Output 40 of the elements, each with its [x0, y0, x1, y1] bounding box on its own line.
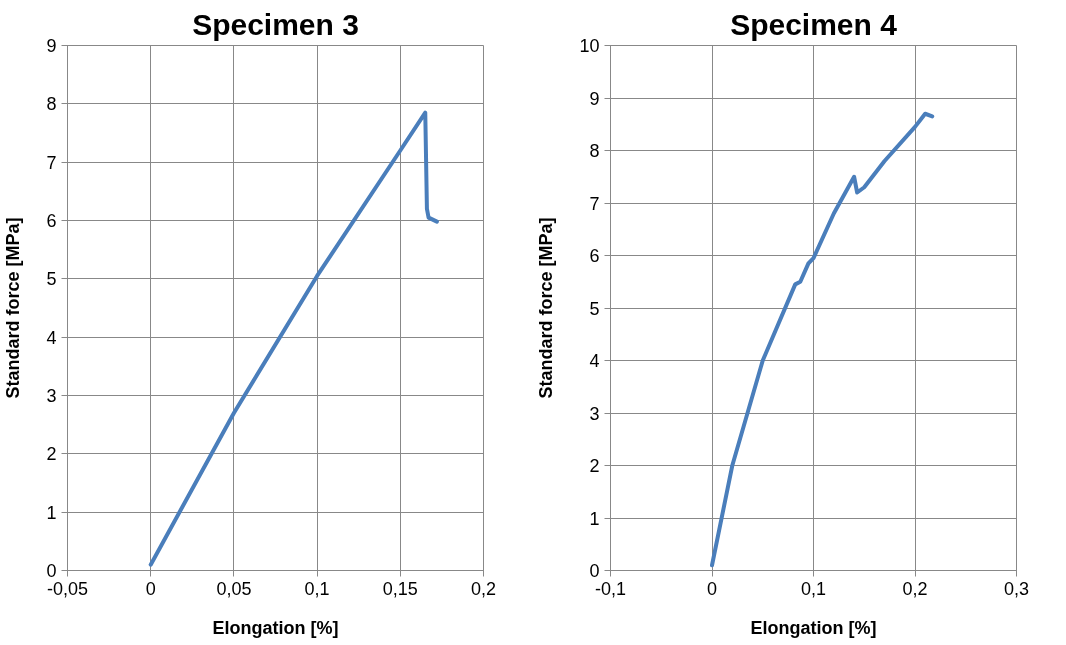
chart-title: Specimen 3 [192, 7, 359, 41]
y-axis-title: Standard force [MPa] [536, 217, 557, 399]
x-axis-title: Elongation [%] [212, 617, 339, 638]
y-tick-label: 0 [46, 561, 57, 581]
y-axis-title: Standard force [MPa] [3, 217, 24, 399]
chart-title: Specimen 4 [730, 7, 898, 41]
line-series [710, 111, 935, 568]
y-tick-label: 2 [589, 456, 600, 476]
y-tick-label: 9 [46, 36, 57, 56]
y-tick-label: 8 [589, 141, 600, 161]
y-tick-label: 1 [589, 508, 600, 529]
y-tick-label: 5 [589, 298, 600, 319]
x-tick-label: 0,2 [470, 578, 497, 599]
x-tick-label: 0,15 [382, 578, 418, 599]
x-tick-label: -0,05 [46, 578, 89, 599]
y-tick-label: 4 [589, 351, 600, 371]
x-tick-label: -0,1 [594, 578, 627, 599]
x-tick-label: 0 [145, 578, 156, 599]
y-tick-label: 2 [46, 444, 57, 465]
x-tick-label: 0 [706, 578, 718, 599]
y-tick-label: 0 [589, 561, 600, 581]
x-tick-label: 0,05 [216, 578, 252, 599]
y-tick-label: 6 [589, 246, 600, 266]
y-tick-label: 3 [589, 403, 600, 424]
x-axis-title: Elongation [%] [750, 617, 877, 638]
line-series [148, 110, 439, 567]
y-tick-label: 6 [46, 211, 57, 231]
x-tick-label: 0,1 [304, 578, 330, 599]
y-tick-label: 9 [589, 88, 600, 109]
y-tick-label: 10 [579, 36, 600, 56]
y-tick-label: 7 [46, 152, 57, 173]
x-tick-label: 0,3 [1003, 578, 1030, 599]
y-tick-label: 7 [589, 193, 600, 214]
y-tick-label: 4 [46, 327, 57, 348]
y-tick-label: 3 [46, 386, 57, 406]
y-tick-label: 1 [46, 502, 57, 523]
x-tick-label: 0,1 [800, 578, 827, 599]
x-tick-label: 0,2 [902, 578, 928, 599]
y-tick-label: 8 [46, 94, 57, 115]
y-tick-label: 5 [46, 269, 57, 290]
